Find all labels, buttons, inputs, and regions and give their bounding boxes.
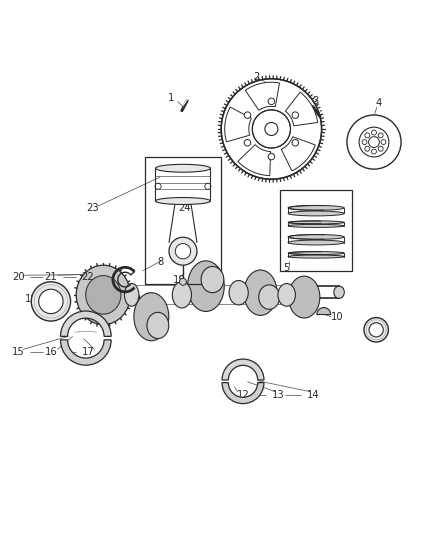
Text: 10: 10 xyxy=(331,312,343,322)
Text: 12: 12 xyxy=(237,390,249,400)
Text: 4: 4 xyxy=(375,98,381,108)
Wedge shape xyxy=(245,82,279,110)
Text: 18: 18 xyxy=(25,294,38,304)
Ellipse shape xyxy=(124,284,139,306)
Circle shape xyxy=(175,244,191,259)
Circle shape xyxy=(365,133,370,138)
Wedge shape xyxy=(285,92,318,126)
Ellipse shape xyxy=(244,270,277,316)
Text: 14: 14 xyxy=(307,390,319,400)
Text: 16: 16 xyxy=(45,346,57,357)
Wedge shape xyxy=(225,107,251,142)
Ellipse shape xyxy=(288,252,344,255)
Circle shape xyxy=(369,322,383,337)
Text: 20: 20 xyxy=(12,272,25,282)
Ellipse shape xyxy=(334,286,344,298)
Ellipse shape xyxy=(134,293,169,341)
Circle shape xyxy=(169,237,197,265)
Text: 8: 8 xyxy=(157,257,163,267)
Circle shape xyxy=(31,282,71,321)
Ellipse shape xyxy=(201,266,224,293)
Wedge shape xyxy=(317,308,331,314)
Ellipse shape xyxy=(288,221,344,224)
Circle shape xyxy=(364,318,389,342)
Ellipse shape xyxy=(229,280,248,305)
Ellipse shape xyxy=(288,235,344,239)
Wedge shape xyxy=(281,136,315,171)
Ellipse shape xyxy=(288,240,344,245)
Circle shape xyxy=(378,133,383,138)
Text: 24: 24 xyxy=(178,203,191,213)
Circle shape xyxy=(221,79,321,179)
Circle shape xyxy=(378,147,383,151)
Text: 1: 1 xyxy=(168,93,174,103)
Text: 2: 2 xyxy=(253,71,259,82)
Circle shape xyxy=(381,140,386,144)
Circle shape xyxy=(39,289,63,313)
Ellipse shape xyxy=(288,205,344,211)
Ellipse shape xyxy=(155,164,211,172)
Ellipse shape xyxy=(259,285,280,309)
Text: 7: 7 xyxy=(244,288,251,298)
Circle shape xyxy=(292,112,299,118)
Ellipse shape xyxy=(288,255,344,258)
Text: 17: 17 xyxy=(81,346,95,357)
Circle shape xyxy=(292,140,299,146)
Text: 11: 11 xyxy=(374,325,387,335)
Text: 19: 19 xyxy=(173,274,186,285)
Wedge shape xyxy=(60,311,111,336)
Text: 21: 21 xyxy=(45,272,57,282)
Ellipse shape xyxy=(278,284,295,306)
Ellipse shape xyxy=(76,265,131,325)
Ellipse shape xyxy=(288,276,320,318)
Text: 15: 15 xyxy=(12,346,25,357)
Wedge shape xyxy=(222,359,264,380)
Text: 22: 22 xyxy=(81,272,95,282)
Ellipse shape xyxy=(86,276,121,314)
Circle shape xyxy=(371,130,376,135)
Circle shape xyxy=(268,98,275,104)
Circle shape xyxy=(362,140,367,144)
Ellipse shape xyxy=(155,198,211,205)
Text: 23: 23 xyxy=(86,203,99,213)
Text: 3: 3 xyxy=(312,95,318,106)
Text: 13: 13 xyxy=(272,390,284,400)
Text: 6: 6 xyxy=(201,286,207,295)
Wedge shape xyxy=(222,383,264,403)
Ellipse shape xyxy=(288,211,344,216)
Wedge shape xyxy=(60,340,111,365)
Circle shape xyxy=(268,154,275,160)
Circle shape xyxy=(371,149,376,154)
Circle shape xyxy=(365,147,370,151)
Wedge shape xyxy=(238,144,271,176)
Ellipse shape xyxy=(172,282,191,308)
Text: 5: 5 xyxy=(283,263,290,273)
Circle shape xyxy=(244,112,251,118)
Circle shape xyxy=(180,278,187,285)
Ellipse shape xyxy=(147,312,169,338)
Ellipse shape xyxy=(187,261,224,311)
Ellipse shape xyxy=(288,224,344,228)
Circle shape xyxy=(244,140,251,146)
Circle shape xyxy=(347,115,401,169)
